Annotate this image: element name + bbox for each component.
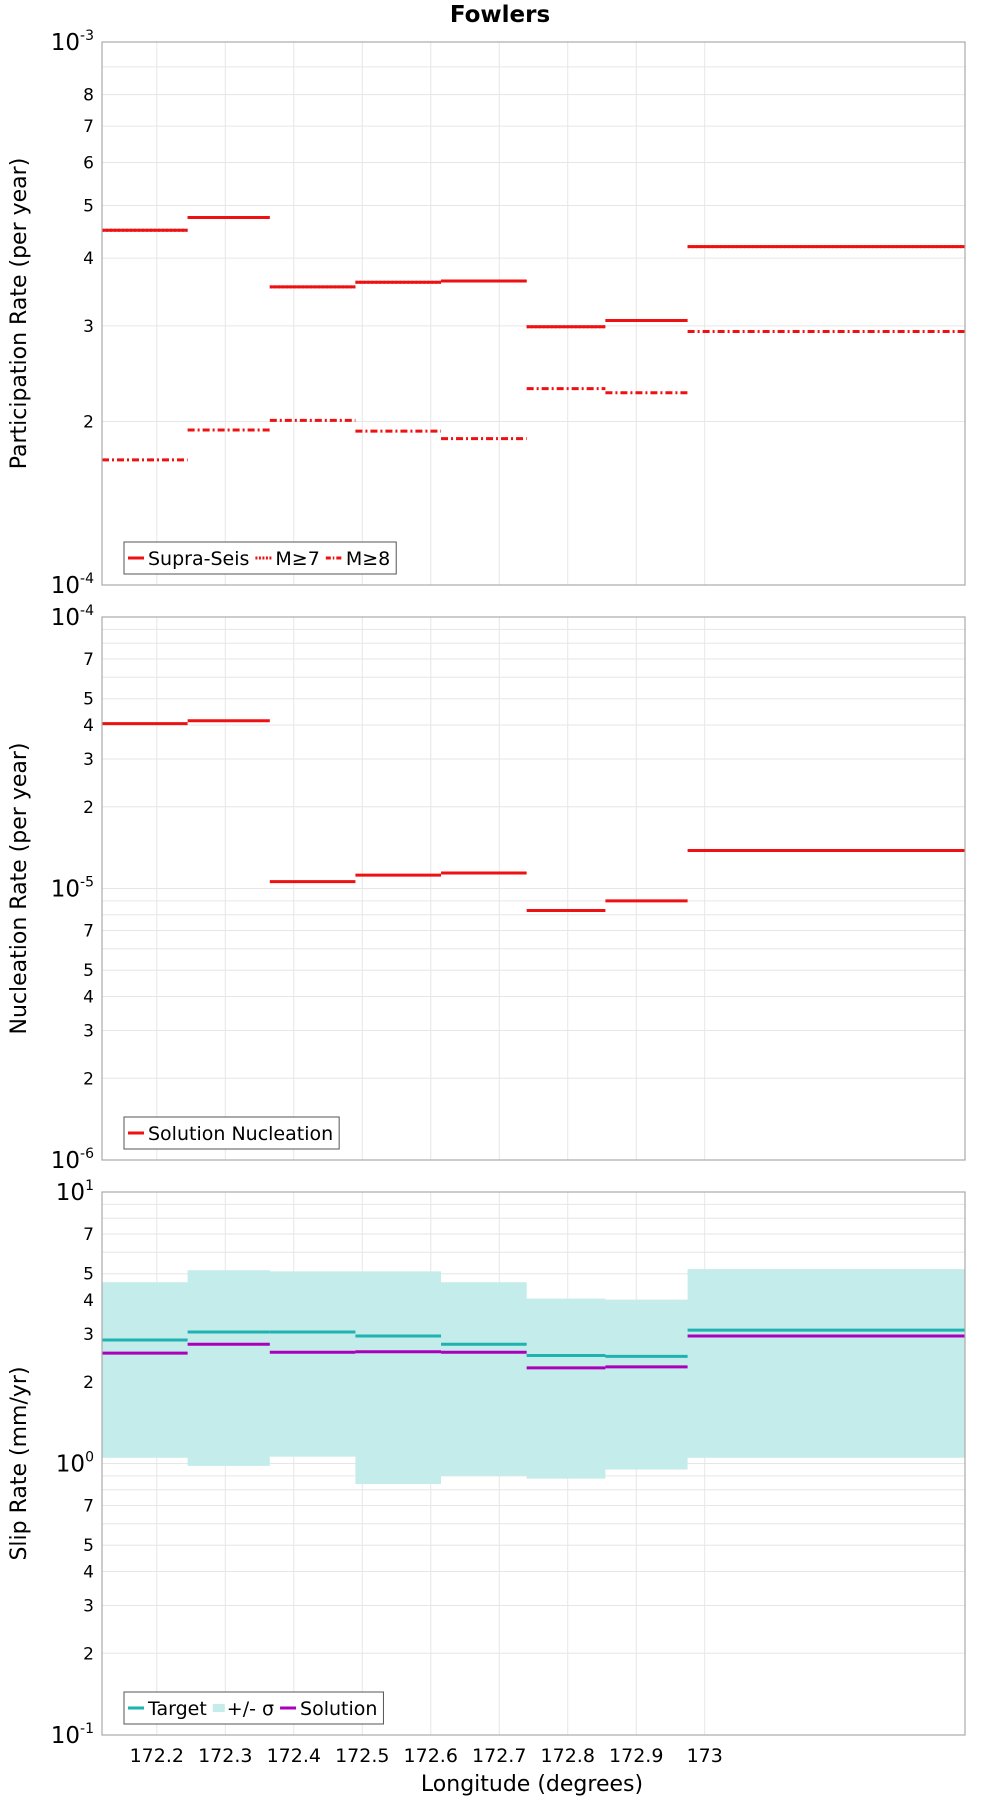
- plot-frame: [101, 1191, 966, 1736]
- y-minor-tick-label: 7: [83, 117, 94, 137]
- y-minor-tick-label: 4: [83, 1291, 94, 1311]
- legend-swatch-band: [212, 1704, 225, 1712]
- y-tick-label: 10-5: [51, 875, 94, 903]
- x-tick-label: 172.6: [404, 1745, 458, 1767]
- y-tick-exponent: -4: [80, 603, 94, 619]
- x-tick-label: 172.8: [541, 1745, 595, 1767]
- x-tick-label: 172.3: [198, 1745, 252, 1767]
- x-tick-label: 172.4: [267, 1745, 321, 1767]
- y-tick-label: 101: [56, 1178, 94, 1206]
- y-minor-tick-label: 2: [83, 413, 94, 433]
- sigma-band: [102, 1269, 965, 1485]
- y-minor-tick-label: 3: [83, 1325, 94, 1345]
- y-minor-tick-label: 4: [83, 716, 94, 736]
- legend-entry-label: Solution: [300, 1698, 377, 1720]
- y-tick-exponent: -1: [80, 1721, 94, 1737]
- y-tick-label: 10-4: [51, 603, 94, 631]
- y-minor-tick-label: 7: [83, 922, 94, 942]
- y-minor-tick-label: 2: [83, 798, 94, 818]
- y-minor-tick-label: 5: [83, 690, 94, 710]
- y-minor-tick-label: 7: [83, 1225, 94, 1245]
- y-tick-exponent: 1: [85, 1178, 94, 1194]
- x-axis-label: Longitude (degrees): [421, 1772, 643, 1797]
- x-tick-label: 172.5: [335, 1745, 389, 1767]
- y-minor-tick-label: 2: [83, 1373, 94, 1393]
- legend: Target +/- σ Solution: [123, 1691, 384, 1725]
- chart-title: Fowlers: [450, 2, 550, 28]
- y-minor-tick-label: 5: [83, 961, 94, 981]
- plot-frame: [101, 41, 966, 586]
- y-minor-tick-label: 3: [83, 750, 94, 770]
- y-tick-base: 10: [56, 1180, 85, 1206]
- y-tick-exponent: -4: [80, 571, 94, 587]
- y-tick-label: 10-4: [51, 571, 94, 599]
- y-axis-label: Slip Rate (mm/yr): [7, 1366, 32, 1560]
- legend: Supra-Seis M≥7 M≥8: [123, 541, 397, 575]
- x-tick-label: 172.2: [130, 1745, 184, 1767]
- y-tick-exponent: 0: [85, 1450, 94, 1466]
- legend-entry-label: Solution Nucleation: [148, 1123, 333, 1145]
- y-tick-base: 10: [51, 605, 80, 631]
- y-minor-tick-label: 5: [83, 1265, 94, 1285]
- y-tick-exponent: -6: [80, 1146, 94, 1162]
- x-tick-label: 172.9: [609, 1745, 663, 1767]
- y-tick-label: 10-3: [51, 28, 94, 56]
- legend-entry-label: +/- σ: [227, 1698, 274, 1720]
- y-minor-tick-label: 3: [83, 1021, 94, 1041]
- y-tick-base: 10: [51, 573, 80, 599]
- y-tick-label: 100: [56, 1450, 94, 1478]
- y-axis-label: Nucleation Rate (per year): [7, 743, 32, 1035]
- y-minor-tick-label: 5: [83, 196, 94, 216]
- y-minor-tick-label: 4: [83, 249, 94, 269]
- y-tick-base: 10: [51, 1148, 80, 1174]
- y-axis-label: Participation Rate (per year): [7, 158, 32, 470]
- y-minor-tick-label: 8: [83, 86, 94, 106]
- y-tick-label: 10-1: [51, 1721, 94, 1749]
- y-tick-base: 10: [51, 1723, 80, 1749]
- y-tick-label: 10-6: [51, 1146, 94, 1174]
- legend-frame: [123, 1116, 340, 1150]
- legend-entry-label: Target: [147, 1698, 207, 1720]
- plot-frame: [101, 616, 966, 1161]
- y-tick-exponent: -5: [80, 875, 94, 891]
- legend-frame: [123, 1691, 384, 1725]
- y-minor-tick-label: 2: [83, 1644, 94, 1664]
- legend-entry-label: M≥8: [346, 548, 390, 570]
- x-tick-label: 172.7: [472, 1745, 526, 1767]
- y-tick-base: 10: [51, 877, 80, 903]
- x-tick-label: 173: [687, 1745, 723, 1767]
- y-minor-tick-label: 5: [83, 1536, 94, 1556]
- y-minor-tick-label: 2: [83, 1069, 94, 1089]
- legend-entry-label: M≥7: [275, 548, 319, 570]
- y-minor-tick-label: 3: [83, 1596, 94, 1616]
- legend: Solution Nucleation: [123, 1116, 340, 1150]
- y-minor-tick-label: 4: [83, 1563, 94, 1583]
- y-minor-tick-label: 6: [83, 153, 94, 173]
- y-minor-tick-label: 7: [83, 1497, 94, 1517]
- legend-entry-label: Supra-Seis: [148, 548, 249, 570]
- y-tick-exponent: -3: [80, 28, 94, 44]
- y-tick-base: 10: [51, 30, 80, 56]
- y-minor-tick-label: 4: [83, 988, 94, 1008]
- y-minor-tick-label: 3: [83, 317, 94, 337]
- y-tick-base: 10: [56, 1452, 85, 1478]
- y-minor-tick-label: 7: [83, 650, 94, 670]
